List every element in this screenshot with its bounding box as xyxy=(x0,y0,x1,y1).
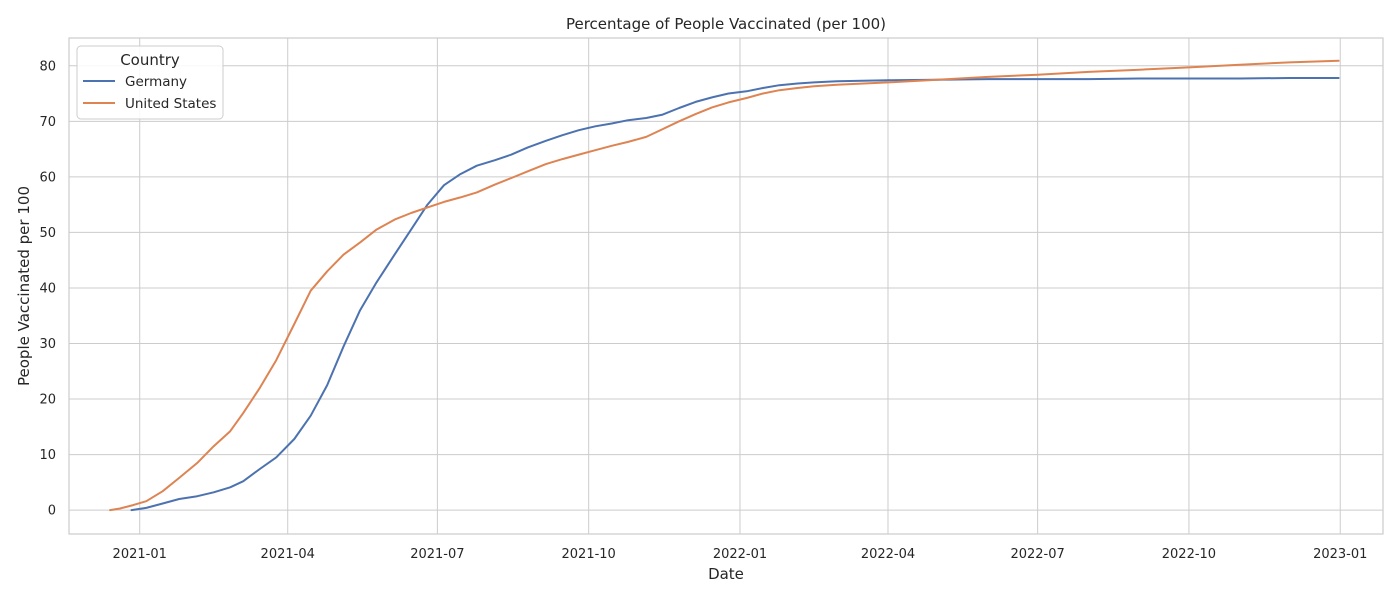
y-tick-label: 70 xyxy=(39,115,56,130)
y-axis-ticks: 0 10 20 30 40 50 60 70 80 xyxy=(39,59,56,518)
grid xyxy=(69,38,1383,534)
series-line-germany xyxy=(130,77,1340,512)
x-tick-label: 2022-10 xyxy=(1162,547,1216,562)
x-tick-label: 2021-04 xyxy=(261,547,315,562)
x-tick-label: 2021-07 xyxy=(410,547,464,562)
x-axis-label: Date xyxy=(708,565,744,583)
legend-items: Germany United States xyxy=(83,74,216,112)
y-tick-label: 20 xyxy=(39,393,56,408)
y-tick-label: 50 xyxy=(39,226,56,241)
chart-title: Percentage of People Vaccinated (per 100… xyxy=(566,15,886,33)
series-line-united-states xyxy=(109,59,1340,512)
y-tick-label: 60 xyxy=(39,170,56,185)
y-tick-label: 30 xyxy=(39,337,56,352)
plot-area-frame xyxy=(68,37,1384,535)
legend-frame xyxy=(76,45,224,120)
x-tick-label: 2022-07 xyxy=(1010,547,1064,562)
y-tick-label: 40 xyxy=(39,281,56,296)
x-tick-label: 2023-01 xyxy=(1313,547,1367,562)
x-tick-label: 2021-01 xyxy=(113,547,167,562)
x-tick-label: 2022-04 xyxy=(861,547,915,562)
legend-label-united-states: United States xyxy=(125,96,216,112)
y-tick-label: 80 xyxy=(39,59,56,74)
y-tick-label: 0 xyxy=(48,504,56,519)
legend-title: Country xyxy=(120,51,180,69)
y-tick-label: 10 xyxy=(39,448,56,463)
series-layer xyxy=(109,59,1340,512)
legend-label-germany: Germany xyxy=(125,74,187,90)
x-axis-ticks: 2021-01 2021-04 2021-07 2021-10 2022-01 2022-… xyxy=(113,547,1368,562)
y-axis-label: People Vaccinated per 100 xyxy=(15,186,33,386)
x-tick-label: 2021-10 xyxy=(562,547,616,562)
legend: Country Germany United States xyxy=(76,45,224,120)
x-tick-label: 2022-01 xyxy=(713,547,767,562)
